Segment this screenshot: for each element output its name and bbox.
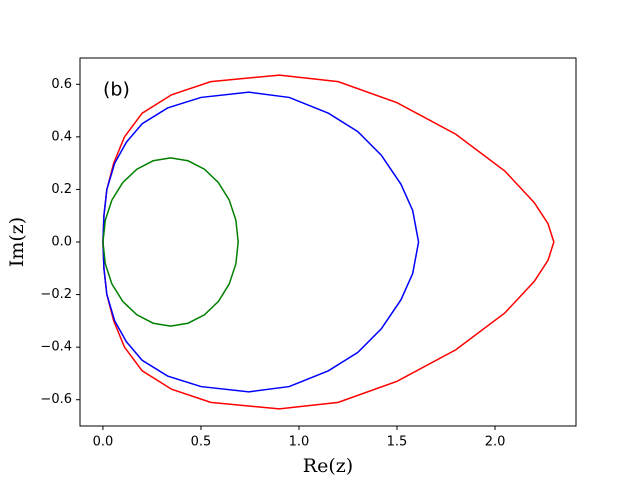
curve: [102, 157, 239, 327]
curve: [102, 91, 420, 393]
x-axis-label: Re(z): [303, 455, 353, 477]
y-tick-label: −0.2: [40, 287, 72, 302]
y-tick-label: −0.4: [40, 340, 72, 355]
annotation: (b): [103, 79, 130, 101]
y-tick-label: −0.6: [40, 392, 72, 407]
curve: [102, 74, 555, 410]
x-tick-label: 2.0: [485, 435, 506, 450]
y-tick-label: 0.0: [51, 235, 72, 250]
x-tick-label: 0.5: [191, 435, 212, 450]
y-axis-label: Im(z): [6, 217, 28, 267]
x-tick-label: 0.0: [93, 435, 114, 450]
y-tick-label: 0.6: [51, 77, 72, 92]
x-tick-label: 1.0: [289, 435, 310, 450]
y-tick-label: 0.2: [51, 182, 72, 197]
y-tick-label: 0.4: [51, 129, 72, 144]
x-tick-label: 1.5: [387, 435, 408, 450]
